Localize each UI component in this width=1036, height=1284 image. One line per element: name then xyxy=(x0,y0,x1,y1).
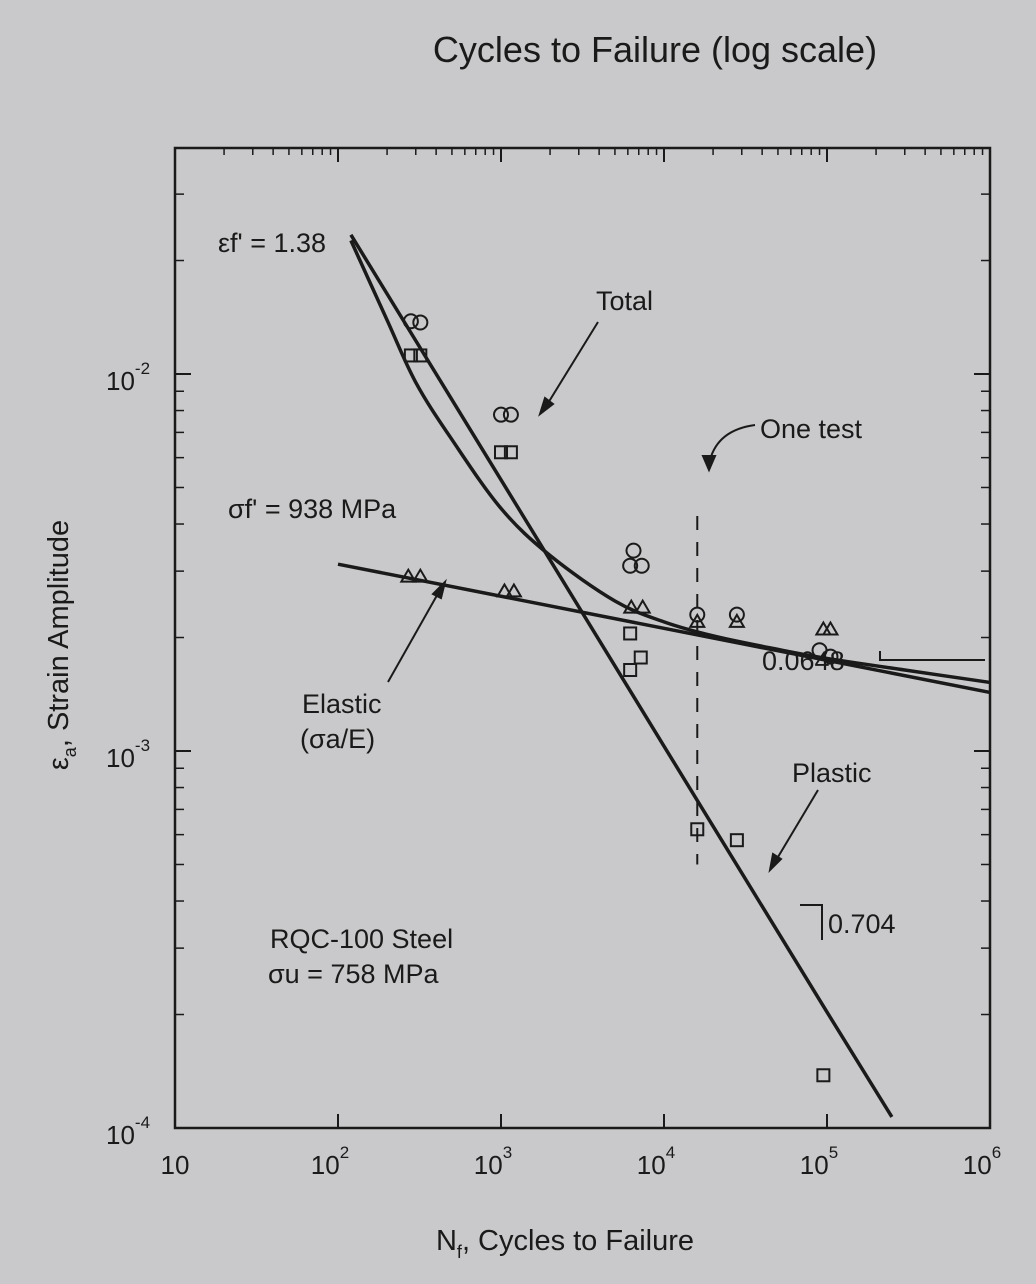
sf-label: σf' = 938 MPa xyxy=(228,494,397,524)
plastic-leader xyxy=(774,789,819,863)
data-point-square xyxy=(633,650,648,665)
series-line-total xyxy=(349,239,991,685)
elastic-label: Elastic xyxy=(302,689,382,719)
data-point-circle xyxy=(625,542,642,559)
material-strength-label: σu = 758 MPa xyxy=(268,959,440,989)
data-point-square xyxy=(729,833,744,848)
ef-label: εf' = 1.38 xyxy=(218,228,326,258)
y-tick-label: 10-2 xyxy=(106,359,150,396)
x-tick-label: 102 xyxy=(311,1143,349,1180)
one-test-leader xyxy=(709,424,756,461)
data-point-triangle xyxy=(728,612,746,628)
x-tick-label: 105 xyxy=(800,1143,838,1180)
elastic-arrow-head xyxy=(431,578,447,600)
x-axis-title: Nf, Cycles to Failure xyxy=(436,1225,694,1262)
y-tick-label: 10-3 xyxy=(106,736,150,773)
data-point-circle xyxy=(822,648,839,665)
data-point-circle xyxy=(402,313,419,330)
data-point-circle xyxy=(502,406,519,423)
x-tick-label: 10 xyxy=(161,1150,190,1180)
total-label: Total xyxy=(596,286,653,316)
data-point-square xyxy=(623,626,638,641)
data-point-circle xyxy=(493,406,509,423)
plastic-arrow-head xyxy=(768,852,783,873)
total-leader xyxy=(544,321,599,409)
data-point-circle xyxy=(622,557,639,574)
tick-labels: 10 102 103 104 105 106 10-4 10-3 10-2 xyxy=(106,359,1001,1180)
axis-ticks xyxy=(174,148,991,1129)
y-tick-label: 10-4 xyxy=(106,1113,150,1150)
elastic-label-2: (σa/E) xyxy=(300,724,375,754)
series-line-plastic xyxy=(349,233,894,1118)
y-axis-title: εa, Strain Amplitude xyxy=(43,520,80,770)
x-tick-label: 104 xyxy=(637,1143,675,1180)
slope-elastic-label: 0.0648 xyxy=(762,646,845,676)
data-point-square xyxy=(623,663,638,678)
elastic-leader xyxy=(387,589,441,683)
one-test-arrow-head xyxy=(701,455,717,473)
data-point-square xyxy=(816,1068,831,1083)
slope-plastic-label: 0.704 xyxy=(828,909,896,939)
data-point-triangle xyxy=(495,582,514,598)
total-arrow-head xyxy=(538,396,555,417)
data-point-triangle xyxy=(399,567,418,583)
data-point-triangle xyxy=(505,582,523,598)
material-label: RQC-100 Steel xyxy=(270,924,453,954)
x-tick-label: 103 xyxy=(474,1143,512,1180)
data-point-square xyxy=(403,348,418,363)
data-point-circle xyxy=(412,314,429,331)
data-point-square xyxy=(494,445,508,460)
page-title: Cycles to Failure (log scale) xyxy=(433,29,877,70)
data-point-triangle xyxy=(411,567,430,583)
data-point-triangle xyxy=(622,598,641,614)
data-point-square xyxy=(413,348,428,363)
data-point-circle xyxy=(633,557,650,574)
data-point-circle xyxy=(728,606,745,623)
series-line-elastic xyxy=(337,562,991,695)
fit-lines xyxy=(337,233,991,1118)
plastic-label: Plastic xyxy=(792,758,872,788)
x-tick-label: 106 xyxy=(963,1143,1001,1180)
data-point-triangle xyxy=(633,598,652,614)
slope-triangle-elastic xyxy=(879,651,985,661)
leader-arrows xyxy=(387,321,985,940)
data-point-square xyxy=(503,445,518,460)
one-test-label: One test xyxy=(760,414,863,444)
slope-triangle-plastic xyxy=(800,904,823,940)
data-point-triangle xyxy=(821,620,840,636)
